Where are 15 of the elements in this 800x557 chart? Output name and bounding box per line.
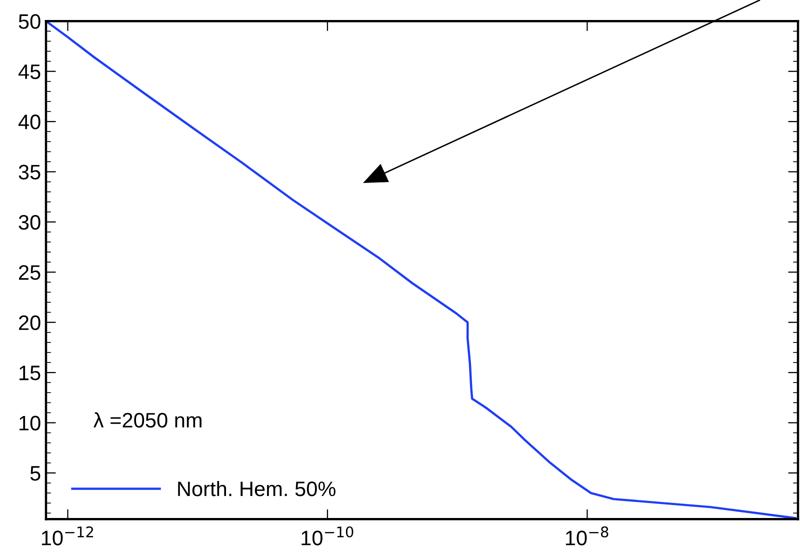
legend-label: North. Hem. 50%	[178, 480, 336, 496]
y-tick-label: 45	[18, 64, 40, 80]
y-tick-label: 40	[18, 114, 40, 130]
x-tick-label: 10$^{−8}$	[566, 526, 608, 546]
y-tick-label: 15	[20, 366, 40, 380]
y-tick-label: 20	[19, 315, 40, 330]
y-tick-label: 35	[18, 164, 40, 180]
x-tick-label: 10$^{−10}$	[302, 526, 354, 546]
y-tick-label: 50	[18, 14, 40, 29]
y-tick-label: 10	[20, 416, 40, 430]
x-tick-label: 10$^{−12}$	[42, 526, 94, 546]
y-tick-label: 30	[18, 214, 40, 230]
y-tick-label: 5	[30, 466, 40, 481]
annotation: λ =2050 nm	[94, 412, 202, 428]
y-tick-label: 25	[19, 265, 40, 280]
